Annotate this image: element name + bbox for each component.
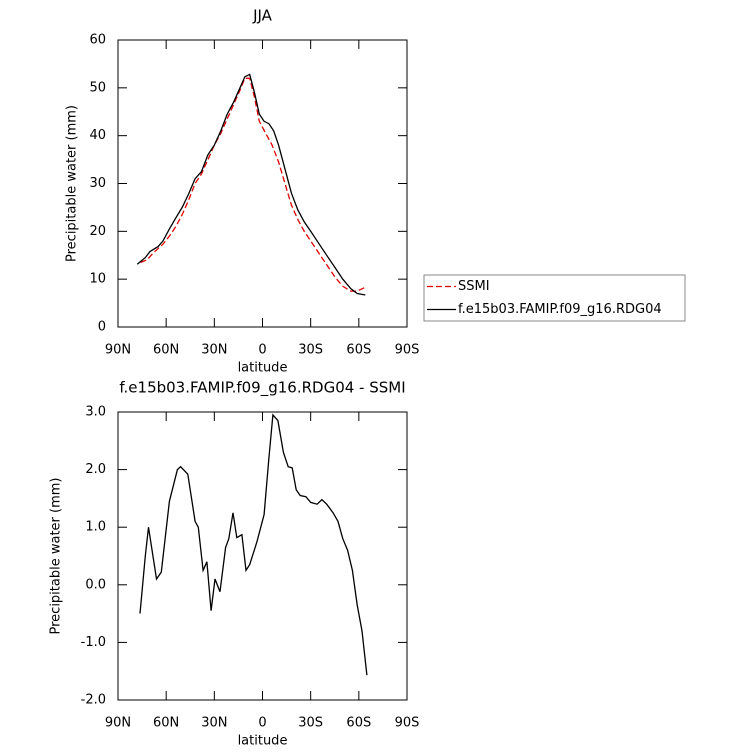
y-tick-label: 10 bbox=[89, 272, 106, 287]
x-tick-label: 60S bbox=[346, 343, 371, 358]
x-tick-label: 30S bbox=[298, 716, 323, 731]
data-line bbox=[136, 73, 366, 296]
x-tick-label: 30N bbox=[201, 716, 227, 731]
x-tick-label: 60S bbox=[346, 716, 371, 731]
legend-box bbox=[423, 274, 686, 322]
y-tick-label: 50 bbox=[89, 80, 106, 95]
chart-title: f.e15b03.FAMIP.f09_g16.RDG04 - SSMI bbox=[119, 379, 405, 398]
y-tick-label: -2.0 bbox=[81, 693, 106, 708]
plot-frame bbox=[117, 39, 408, 328]
y-tick-label: 30 bbox=[89, 176, 106, 191]
y-tick-label: 1.0 bbox=[85, 520, 106, 535]
plot-frame bbox=[117, 411, 408, 701]
x-axis-label: latitude bbox=[238, 734, 288, 749]
x-tick-label: 90N bbox=[105, 343, 131, 358]
y-tick-label: 20 bbox=[89, 224, 106, 239]
y-tick-label: 2.0 bbox=[85, 462, 106, 477]
y-axis-label: Precipitable water (mm) bbox=[49, 478, 64, 635]
data-line bbox=[140, 77, 366, 292]
x-tick-label: 30N bbox=[201, 343, 227, 358]
x-tick-label: 0 bbox=[258, 716, 266, 731]
y-tick-label: 0 bbox=[98, 320, 106, 335]
y-tick-label: 0.0 bbox=[85, 577, 106, 592]
x-tick-label: 0 bbox=[258, 343, 266, 358]
legend-label: SSMI bbox=[458, 279, 490, 294]
y-tick-label: 3.0 bbox=[85, 405, 106, 420]
y-tick-label: 60 bbox=[89, 33, 106, 48]
x-tick-label: 60N bbox=[153, 716, 179, 731]
legend-label: f.e15b03.FAMIP.f09_g16.RDG04 bbox=[458, 302, 662, 317]
x-tick-label: 90S bbox=[395, 343, 420, 358]
y-tick-label: 40 bbox=[89, 128, 106, 143]
data-line bbox=[139, 413, 368, 676]
x-tick-label: 90S bbox=[395, 716, 420, 731]
y-tick-label: -1.0 bbox=[81, 635, 106, 650]
x-axis-label: latitude bbox=[238, 361, 288, 376]
x-tick-label: 60N bbox=[153, 343, 179, 358]
y-axis-label: Precipitable water (mm) bbox=[65, 105, 80, 262]
x-tick-label: 30S bbox=[298, 343, 323, 358]
chart-title: JJA bbox=[252, 7, 273, 25]
x-tick-label: 90N bbox=[105, 716, 131, 731]
